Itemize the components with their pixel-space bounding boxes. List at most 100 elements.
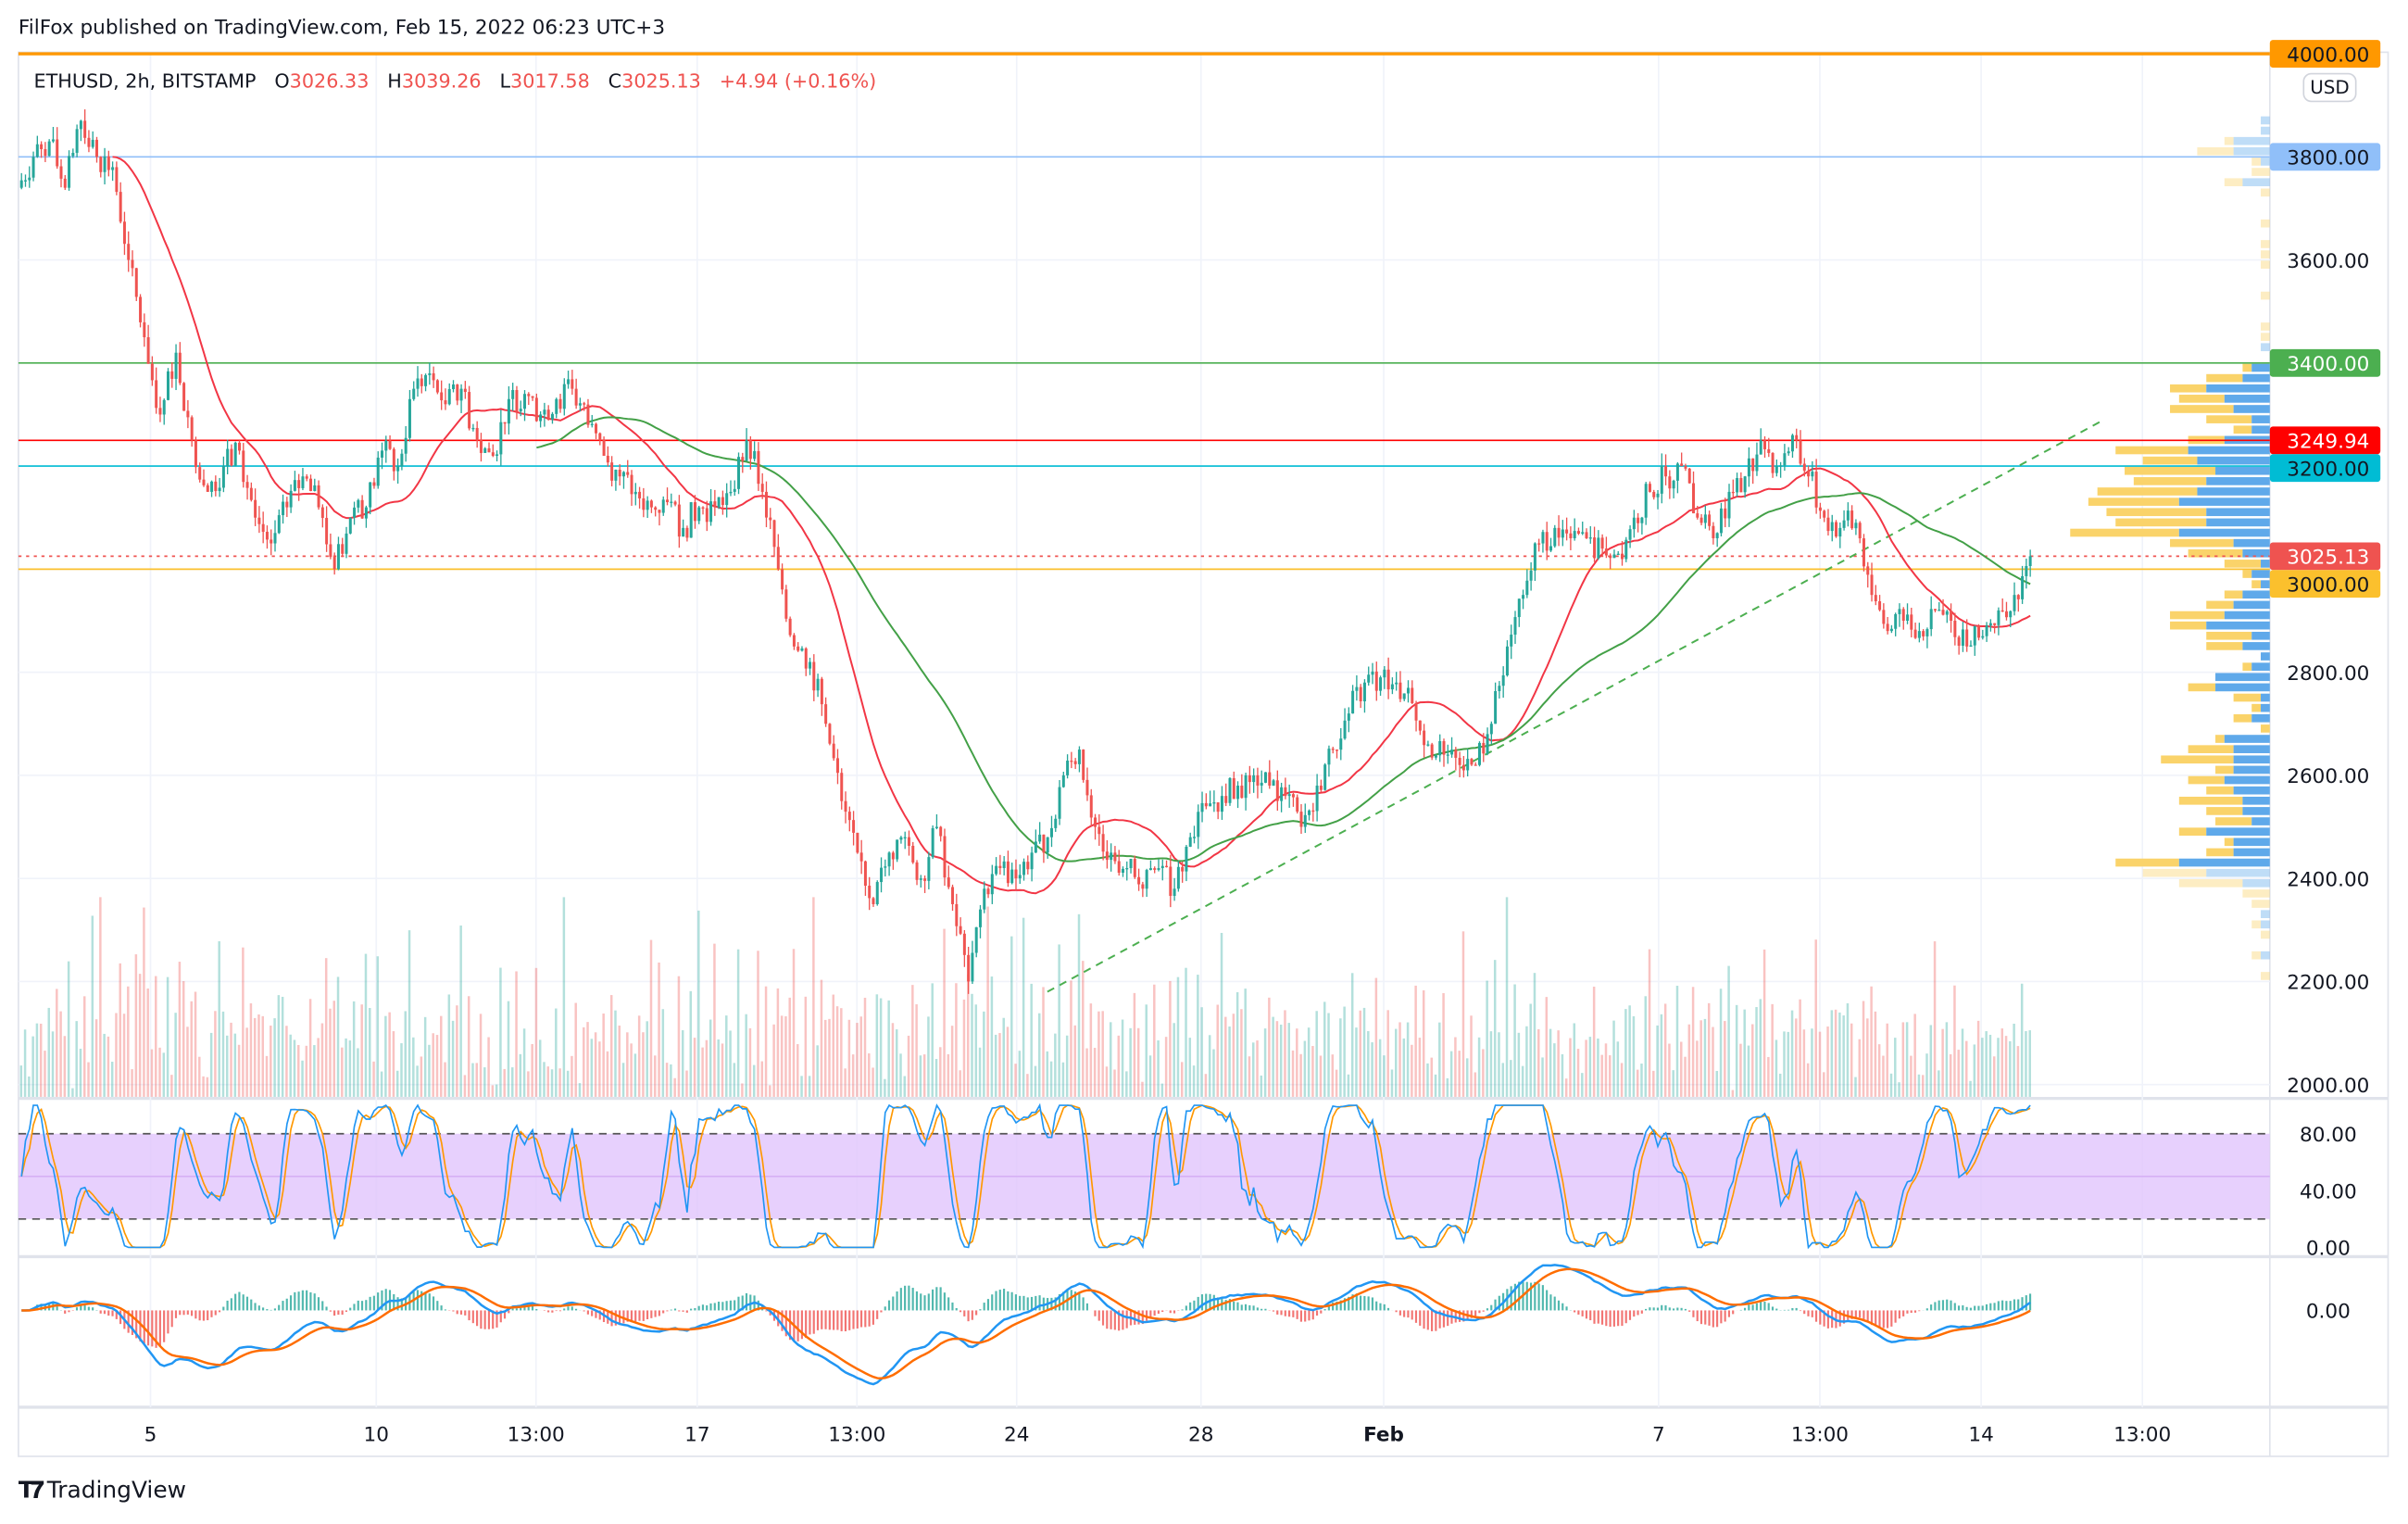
volume-bar	[333, 1001, 335, 1097]
candle-body	[313, 485, 316, 491]
volume-bar	[951, 1026, 953, 1097]
candle-body	[179, 353, 182, 384]
candle-body	[1308, 811, 1311, 815]
volume-bar	[626, 1032, 628, 1097]
volume-bar	[1977, 1021, 1979, 1097]
macd-histogram-bar	[424, 1291, 426, 1310]
candle-body	[1629, 529, 1632, 539]
macd-histogram-bar	[935, 1287, 937, 1310]
volume-bar	[1454, 1038, 1456, 1097]
profile-bar-up	[2234, 849, 2270, 857]
volume-bar	[1458, 1051, 1460, 1097]
candle-body	[856, 833, 859, 852]
macd-histogram-bar	[1661, 1305, 1662, 1311]
volume-bar	[1398, 1022, 1400, 1097]
profile-bar-up	[2242, 797, 2269, 805]
volume-bar	[1311, 1046, 1313, 1097]
macd-histogram-bar	[1078, 1292, 1080, 1311]
candle-body	[1348, 713, 1350, 721]
profile-bar-down	[2179, 827, 2206, 836]
volume-bar	[833, 995, 834, 1097]
candle-body	[1173, 888, 1176, 896]
volume-bar	[1327, 1014, 1329, 1097]
volume-bar	[998, 1033, 1000, 1097]
candle-body	[163, 400, 166, 415]
volume-bar	[1617, 1041, 1619, 1097]
macd-histogram-bar	[361, 1301, 363, 1310]
volume-bar	[583, 1027, 584, 1097]
macd-histogram-bar	[892, 1296, 894, 1310]
profile-bar-up	[2261, 560, 2270, 568]
macd-histogram-bar	[452, 1310, 454, 1311]
volume-bar	[547, 1066, 549, 1097]
volume-bar	[1062, 1063, 1064, 1097]
volume-bar	[1375, 978, 1377, 1097]
volume-bar	[1161, 1084, 1163, 1097]
candle-body	[1835, 523, 1837, 537]
macd-histogram-bar	[1716, 1310, 1718, 1327]
macd-histogram-bar	[1942, 1300, 1944, 1310]
volume-bar	[1498, 1032, 1499, 1097]
candle-body	[309, 479, 312, 491]
candle-body	[1411, 687, 1413, 703]
candle-body	[1181, 867, 1184, 872]
macd-histogram-bar	[266, 1309, 268, 1310]
tradingview-logo[interactable]: T𝟕 TradingView	[19, 1477, 186, 1505]
candle-body	[1355, 687, 1358, 691]
candle-body	[1062, 775, 1065, 787]
candle-body	[1022, 862, 1025, 875]
volume-bar	[214, 1011, 216, 1097]
volume-bar	[551, 1069, 553, 1097]
candle-body	[979, 910, 982, 927]
macd-histogram-bar	[1641, 1310, 1643, 1313]
profile-bar-down	[2070, 529, 2179, 537]
candle-body	[1149, 868, 1152, 870]
candle-body	[674, 502, 677, 505]
candle-body	[1498, 686, 1500, 691]
profile-bar-down	[2143, 457, 2198, 465]
candle-body	[1082, 749, 1085, 780]
macd-histogram-bar	[1958, 1305, 1960, 1310]
volume-bar	[995, 1035, 997, 1097]
macd-histogram-bar	[730, 1301, 732, 1311]
candle-body	[579, 403, 582, 405]
candle-body	[1981, 636, 1984, 638]
volume-bar	[1676, 986, 1678, 1097]
macd-histogram-bar	[1368, 1296, 1370, 1310]
candle-body	[927, 857, 930, 881]
volume-bar	[1217, 1004, 1219, 1096]
volume-bar	[360, 1004, 362, 1097]
macd-histogram-bar	[1787, 1310, 1789, 1311]
candle-body	[1344, 721, 1347, 738]
candle-body	[230, 449, 232, 466]
volume-bar	[896, 1029, 897, 1097]
candle-body	[1125, 868, 1128, 869]
volume-bar	[1351, 973, 1353, 1097]
candle-body	[488, 448, 491, 452]
symbol-label[interactable]: ETHUSD, 2h, BITSTAMP	[33, 69, 256, 93]
candle-body	[702, 508, 705, 509]
macd-histogram-bar	[852, 1310, 854, 1329]
profile-bar-up	[2189, 447, 2270, 455]
candle-body	[1224, 796, 1227, 803]
candle-body	[1415, 703, 1418, 721]
macd-histogram-bar	[1728, 1310, 1730, 1316]
volume-bar	[2005, 1036, 2007, 1097]
volume-bar	[282, 997, 283, 1097]
macd-histogram-bar	[1083, 1297, 1085, 1310]
volume-bar	[947, 1054, 949, 1097]
stoch-tick-label: 40.00	[2300, 1180, 2357, 1203]
volume-bar	[1264, 1028, 1266, 1097]
macd-histogram-bar	[1387, 1308, 1389, 1311]
candle-body	[1906, 614, 1909, 621]
macd-histogram-bar	[833, 1310, 834, 1329]
volume-bar	[884, 1079, 885, 1097]
candle-body	[1014, 870, 1017, 879]
volume-bar	[876, 994, 878, 1097]
macd-histogram-bar	[1827, 1310, 1829, 1328]
candle-body	[1426, 745, 1429, 746]
candle-body	[1914, 630, 1917, 638]
profile-bar-up	[2251, 632, 2270, 640]
candle-body	[337, 544, 340, 569]
